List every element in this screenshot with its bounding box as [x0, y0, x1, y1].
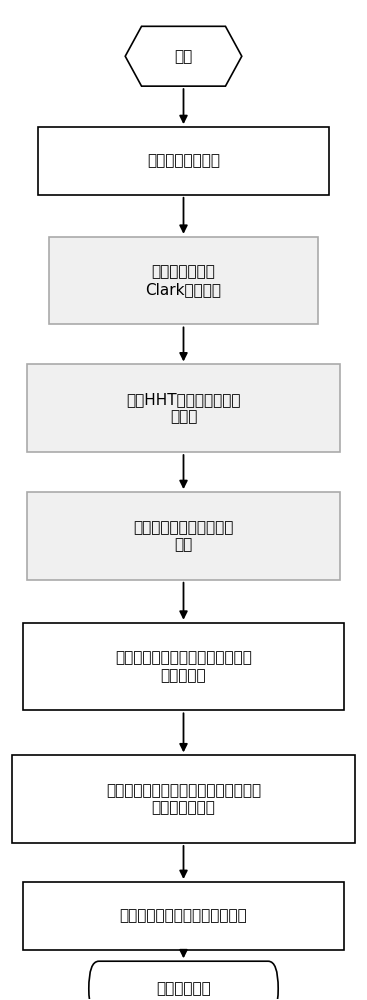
- Bar: [23, 882, 344, 950]
- Text: 测距结果输出: 测距结果输出: [156, 981, 211, 996]
- Bar: [12, 755, 355, 843]
- Text: 开始: 开始: [174, 49, 193, 64]
- Bar: [38, 127, 329, 195]
- Bar: [27, 492, 340, 580]
- Text: 对三相电流进行
Clark相模变换: 对三相电流进行 Clark相模变换: [145, 264, 222, 297]
- FancyBboxPatch shape: [89, 961, 278, 1000]
- Text: 利用HHT变换提取暂态行
波主频: 利用HHT变换提取暂态行 波主频: [126, 392, 241, 424]
- Bar: [27, 364, 340, 452]
- Text: 采用频域法计算初始故障
距离: 采用频域法计算初始故障 距离: [133, 520, 234, 552]
- Text: 利用频域法计算结果结合阻抗法估
算过渡电阻: 利用频域法计算结果结合阻抗法估 算过渡电阻: [115, 650, 252, 683]
- Text: 提取电压、电流量: 提取电压、电流量: [147, 153, 220, 168]
- Bar: [23, 623, 344, 710]
- Bar: [49, 237, 318, 324]
- Polygon shape: [125, 26, 242, 86]
- Text: 反射波识别及单端行波故障定位: 反射波识别及单端行波故障定位: [120, 908, 247, 923]
- Text: 基于频域法测距结果及过渡电阻估算确
定反射波识别窗: 基于频域法测距结果及过渡电阻估算确 定反射波识别窗: [106, 783, 261, 815]
